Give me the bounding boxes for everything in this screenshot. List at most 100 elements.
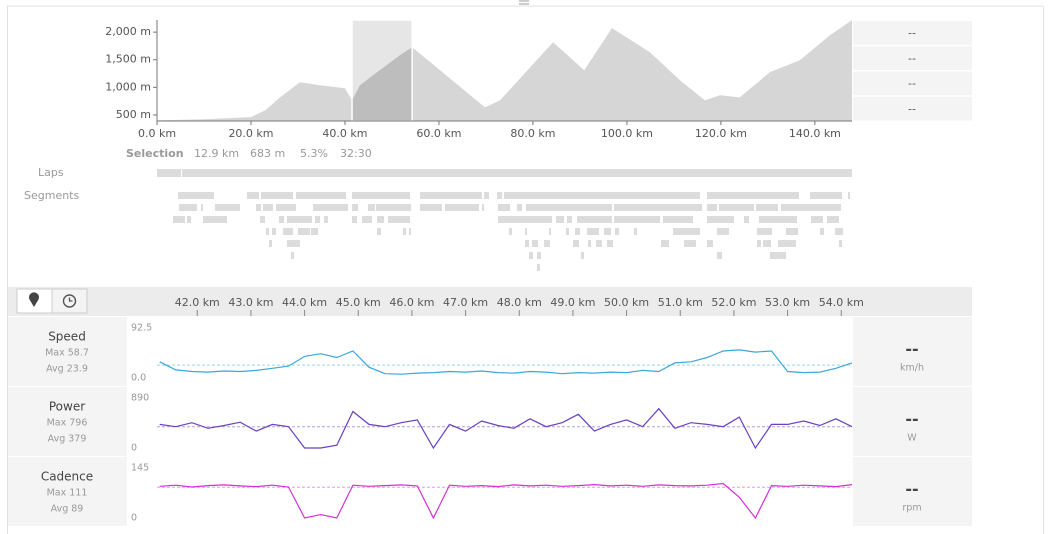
segment-bar[interactable]: [532, 240, 538, 247]
segment-bar[interactable]: [287, 216, 312, 223]
segment-bar[interactable]: [445, 204, 479, 211]
segment-bar[interactable]: [839, 240, 842, 247]
segment-bar[interactable]: [368, 204, 375, 211]
segment-bar[interactable]: [324, 216, 328, 223]
segment-bar[interactable]: [247, 192, 259, 199]
segment-bar[interactable]: [810, 192, 842, 199]
segment-bar[interactable]: [756, 204, 778, 211]
segment-bar[interactable]: [566, 228, 569, 235]
segment-bar[interactable]: [291, 252, 294, 259]
segment-bar[interactable]: [497, 192, 502, 199]
segment-bar[interactable]: [311, 228, 318, 235]
segment-bar[interactable]: [525, 228, 527, 235]
segment-bar[interactable]: [362, 216, 372, 223]
drag-handle[interactable]: [519, 0, 529, 5]
segment-bar[interactable]: [719, 204, 754, 211]
segment-bar[interactable]: [549, 228, 551, 235]
segment-bar[interactable]: [526, 204, 612, 211]
segment-bar[interactable]: [581, 252, 584, 259]
segment-bar[interactable]: [573, 240, 579, 247]
segment-bar[interactable]: [770, 252, 786, 259]
segment-bar[interactable]: [588, 240, 591, 247]
segment-bar[interactable]: [717, 228, 729, 235]
segment-bar[interactable]: [261, 192, 293, 199]
segment-bar[interactable]: [276, 204, 296, 211]
segment-bar[interactable]: [173, 216, 185, 223]
segment-bar[interactable]: [203, 216, 227, 223]
segment-bar[interactable]: [567, 216, 572, 223]
segment-bar[interactable]: [187, 216, 191, 223]
segment-bar[interactable]: [604, 228, 611, 235]
segment-bar[interactable]: [266, 228, 269, 235]
segment-bar[interactable]: [509, 228, 512, 235]
lap-bar[interactable]: [182, 169, 852, 177]
segment-bar[interactable]: [781, 204, 841, 211]
segment-bar[interactable]: [315, 216, 320, 223]
segment-bar[interactable]: [484, 192, 489, 199]
segment-bar[interactable]: [403, 228, 406, 235]
segment-bar[interactable]: [420, 192, 482, 199]
segment-bar[interactable]: [296, 192, 346, 199]
segment-bar[interactable]: [835, 228, 843, 235]
segment-bar[interactable]: [811, 216, 823, 223]
segment-bar[interactable]: [498, 204, 510, 211]
segment-bar[interactable]: [377, 228, 381, 235]
segment-bar[interactable]: [537, 264, 540, 271]
segment-bar[interactable]: [409, 228, 411, 235]
segment-bar[interactable]: [634, 228, 637, 235]
segment-bar[interactable]: [179, 204, 197, 211]
segment-bar[interactable]: [263, 204, 273, 211]
segment-bar[interactable]: [684, 240, 696, 247]
segment-bar[interactable]: [707, 192, 799, 199]
segment-bar[interactable]: [759, 216, 797, 223]
segment-bar[interactable]: [352, 192, 410, 199]
segment-bar[interactable]: [482, 204, 484, 211]
segment-bar[interactable]: [827, 216, 839, 223]
segment-bar[interactable]: [707, 204, 717, 211]
segment-bar[interactable]: [587, 228, 599, 235]
segment-bar[interactable]: [504, 192, 700, 199]
segment-bar[interactable]: [283, 228, 293, 235]
segment-bar[interactable]: [420, 204, 442, 211]
segment-bar[interactable]: [707, 240, 713, 247]
segment-bar[interactable]: [663, 216, 693, 223]
segment-bar[interactable]: [607, 240, 613, 247]
segment-bar[interactable]: [287, 240, 300, 247]
segment-bar[interactable]: [661, 240, 669, 247]
segment-bar[interactable]: [377, 216, 384, 223]
segment-bar[interactable]: [352, 204, 358, 211]
segment-bar[interactable]: [388, 216, 408, 223]
segment-bar[interactable]: [556, 216, 564, 223]
segment-bar[interactable]: [537, 252, 541, 259]
segment-bar[interactable]: [529, 252, 533, 259]
segment-bar[interactable]: [517, 204, 522, 211]
segment-bar[interactable]: [778, 240, 796, 247]
segment-bar[interactable]: [498, 216, 552, 223]
lap-bar[interactable]: [157, 169, 181, 177]
segment-bar[interactable]: [260, 216, 265, 223]
segment-bar[interactable]: [256, 204, 261, 211]
segment-bar[interactable]: [673, 228, 700, 235]
segment-bar[interactable]: [178, 192, 214, 199]
segment-bar[interactable]: [614, 204, 702, 211]
segment-bar[interactable]: [707, 216, 734, 223]
segment-bar[interactable]: [279, 216, 284, 223]
segment-bar[interactable]: [405, 216, 410, 223]
segment-bar[interactable]: [525, 240, 529, 247]
segment-bar[interactable]: [215, 204, 240, 211]
time-button[interactable]: [51, 288, 88, 314]
segment-bar[interactable]: [757, 228, 772, 235]
segment-bar[interactable]: [544, 240, 550, 247]
segment-bar[interactable]: [596, 240, 602, 247]
segment-bar[interactable]: [763, 240, 771, 247]
segment-bar[interactable]: [352, 216, 357, 223]
segment-bar[interactable]: [786, 228, 798, 235]
segment-bar[interactable]: [820, 228, 824, 235]
segment-bar[interactable]: [848, 192, 850, 199]
segment-bar[interactable]: [757, 240, 761, 247]
segment-bar[interactable]: [614, 216, 660, 223]
segment-bar[interactable]: [744, 216, 749, 223]
segment-bar[interactable]: [575, 228, 580, 235]
segment-bar[interactable]: [376, 204, 411, 211]
segment-bar[interactable]: [272, 228, 276, 235]
